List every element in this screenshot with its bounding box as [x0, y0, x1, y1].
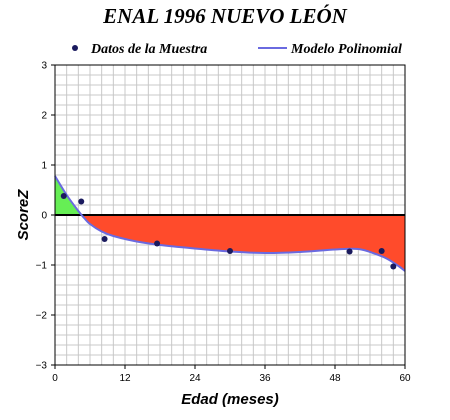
- chart-title: ENAL 1996 NUEVO LEÓN: [102, 4, 347, 28]
- data-point: [154, 240, 161, 247]
- y-tick-label: −1: [36, 261, 48, 272]
- y-tick-label: −2: [36, 311, 48, 322]
- y-axis-label: ScoreZ: [15, 189, 32, 241]
- fill-below-zero: [55, 215, 405, 271]
- x-axis-label: Edad (meses): [181, 391, 279, 408]
- x-tick-label: 12: [119, 373, 131, 384]
- legend: Datos de la Muestra Modelo Polinomial: [72, 42, 402, 57]
- legend-label-model: Modelo Polinomial: [290, 42, 402, 57]
- legend-label-sample: Datos de la Muestra: [90, 42, 207, 57]
- data-point: [78, 198, 85, 205]
- data-point: [101, 236, 108, 242]
- y-tick-label: 3: [41, 61, 47, 72]
- model-curve: [54, 175, 406, 272]
- data-point: [378, 248, 385, 254]
- legend-marker-sample: [72, 45, 78, 51]
- y-tick-label: 2: [41, 111, 47, 122]
- x-tick-label: 48: [329, 373, 341, 384]
- data-point: [60, 193, 67, 199]
- y-tick-label: 0: [41, 211, 47, 222]
- y-tick-label: 1: [41, 161, 47, 172]
- y-tick-label: −3: [36, 361, 48, 372]
- data-point: [346, 248, 353, 255]
- x-tick-label: 36: [259, 373, 271, 384]
- x-tick-label: 60: [399, 373, 411, 384]
- x-tick-label: 0: [52, 373, 58, 384]
- x-tick-label: 24: [189, 373, 201, 384]
- data-point: [390, 263, 397, 270]
- data-point: [227, 248, 233, 254]
